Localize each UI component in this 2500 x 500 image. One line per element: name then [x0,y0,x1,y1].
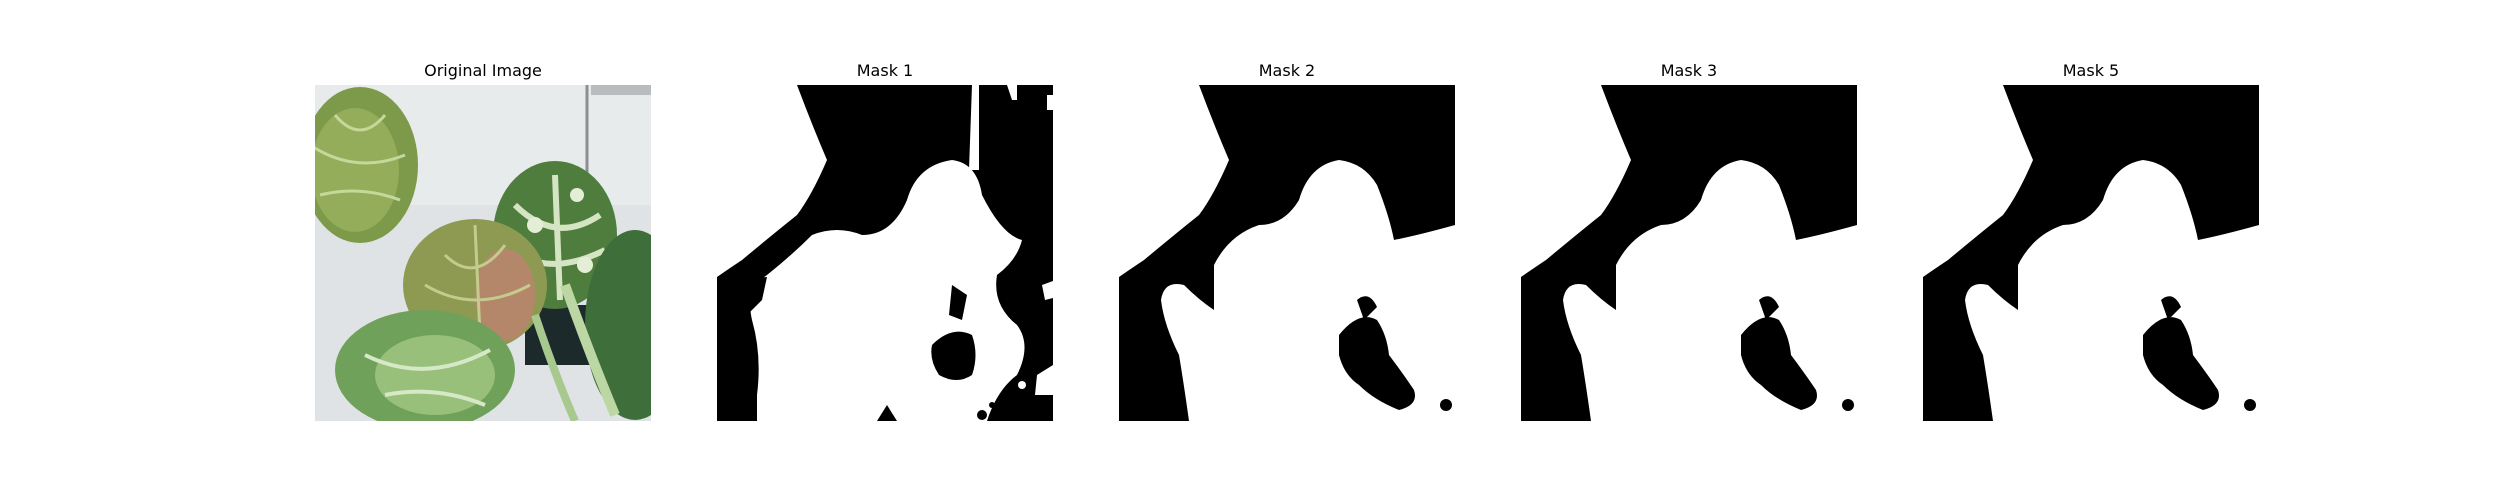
mask-3-title: Mask 3 [1660,61,1718,80]
original-image-panel: Original Image [313,58,653,421]
mask-2-panel: Mask 2 [1117,58,1457,421]
mask-5-image [1923,85,2259,421]
mask-5-panel: Mask 5 [1921,58,2261,421]
mask-1-image [717,85,1053,421]
original-image [315,85,651,421]
mask-3-panel: Mask 3 [1519,58,1859,421]
mask-1-panel: Mask 1 [715,58,1055,421]
original-image-title: Original Image [424,61,542,80]
mask-2-image [1119,85,1455,421]
mask-2-title: Mask 2 [1258,61,1316,80]
mask-3-image [1521,85,1857,421]
mask-1-title: Mask 1 [856,61,914,80]
mask-5-title: Mask 5 [2062,61,2120,80]
